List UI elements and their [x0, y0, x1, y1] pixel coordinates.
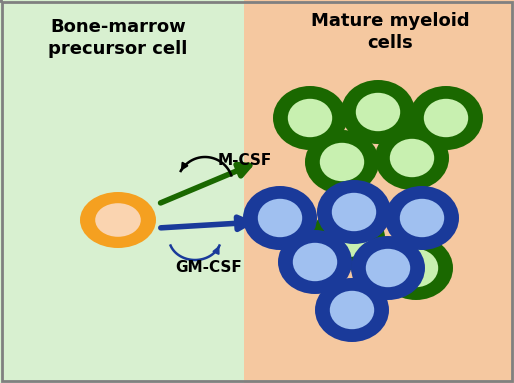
Ellipse shape	[366, 249, 410, 287]
Ellipse shape	[317, 180, 391, 244]
Ellipse shape	[390, 139, 434, 177]
Ellipse shape	[332, 193, 376, 231]
Text: M-CSF: M-CSF	[218, 153, 272, 168]
Ellipse shape	[315, 278, 389, 342]
Ellipse shape	[80, 192, 156, 248]
Ellipse shape	[258, 199, 302, 237]
Ellipse shape	[326, 219, 370, 257]
Ellipse shape	[305, 130, 379, 194]
Ellipse shape	[394, 249, 438, 287]
Polygon shape	[0, 0, 244, 383]
Polygon shape	[244, 0, 514, 383]
Ellipse shape	[341, 80, 415, 144]
Text: Bone-marrow
precursor cell: Bone-marrow precursor cell	[48, 18, 188, 58]
Text: Mature myeloid
cells: Mature myeloid cells	[310, 12, 469, 52]
Ellipse shape	[351, 236, 425, 300]
Ellipse shape	[330, 291, 374, 329]
Ellipse shape	[311, 206, 385, 270]
Ellipse shape	[320, 143, 364, 181]
Ellipse shape	[288, 99, 332, 137]
Ellipse shape	[356, 93, 400, 131]
Ellipse shape	[409, 86, 483, 150]
Ellipse shape	[278, 230, 352, 294]
Ellipse shape	[273, 86, 347, 150]
Ellipse shape	[375, 126, 449, 190]
Ellipse shape	[385, 186, 459, 250]
Ellipse shape	[293, 243, 337, 281]
Ellipse shape	[424, 99, 468, 137]
Ellipse shape	[95, 203, 141, 237]
Text: GM-CSF: GM-CSF	[175, 260, 242, 275]
Ellipse shape	[400, 199, 444, 237]
Ellipse shape	[243, 186, 317, 250]
Ellipse shape	[379, 236, 453, 300]
